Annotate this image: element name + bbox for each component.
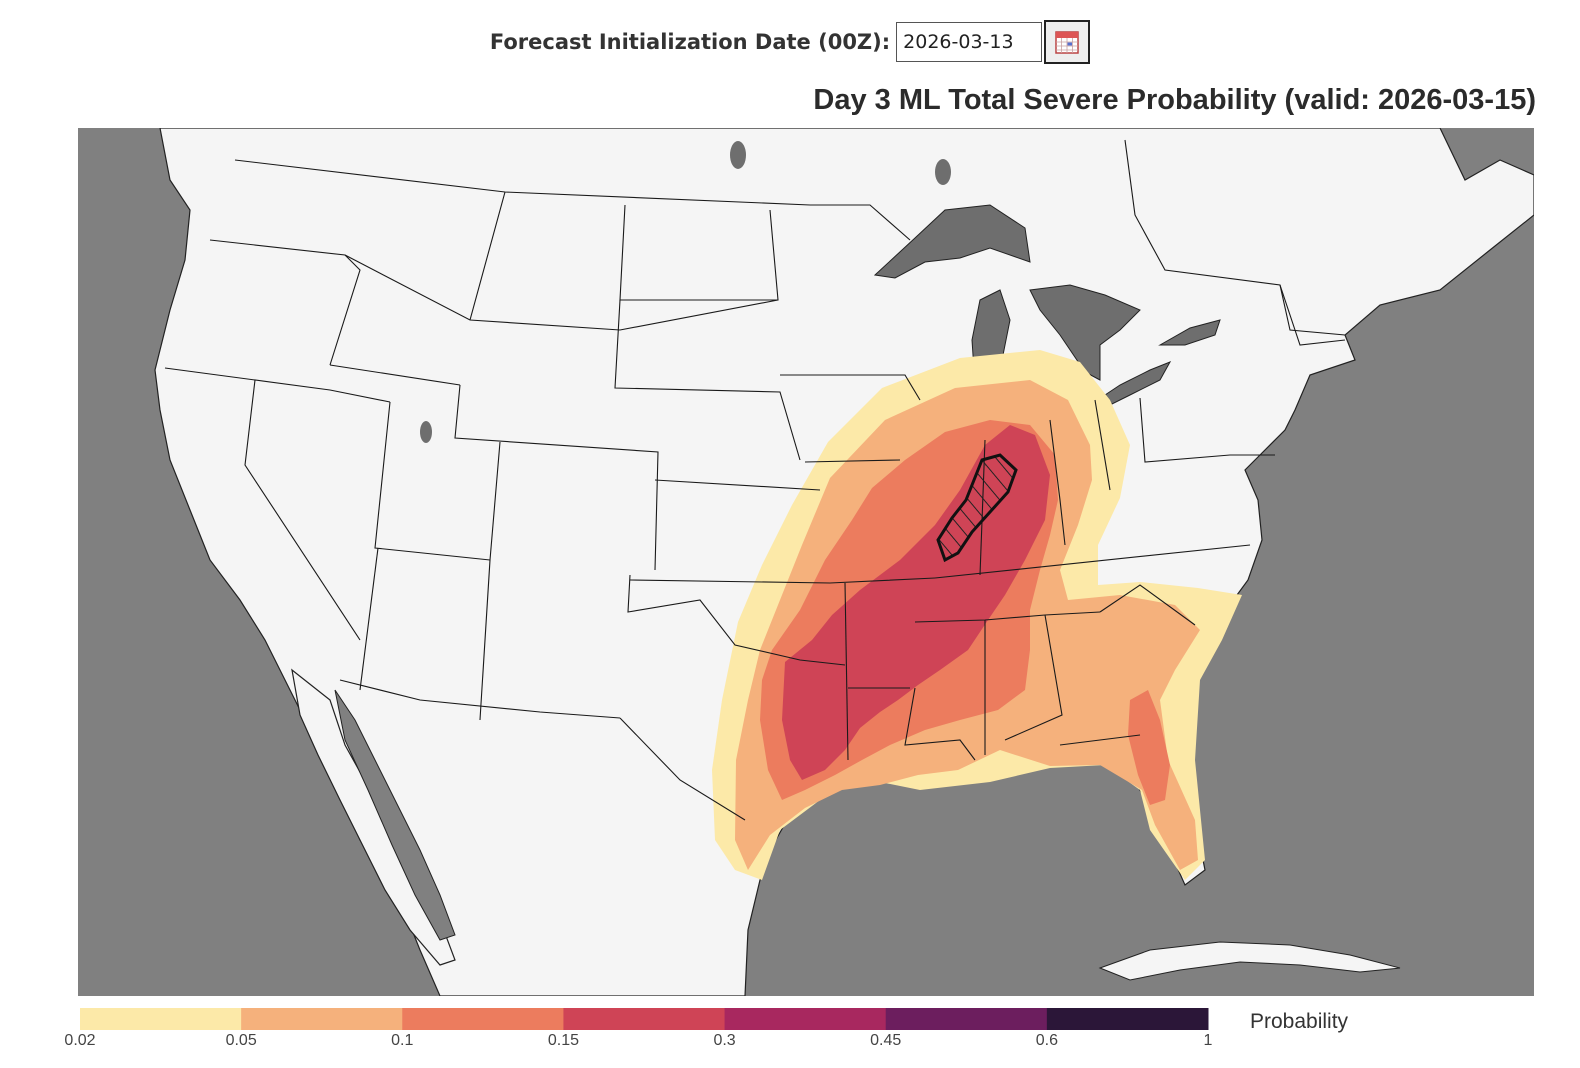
inland-lakes [420,141,951,443]
colorbar-tick-label: 0.3 [713,1032,736,1049]
forecast-date-input[interactable] [896,22,1043,62]
colorbar-segment [885,1008,1048,1030]
colorbar-tick-label: 0.1 [391,1032,414,1049]
calendar-icon [1055,31,1079,54]
gulf-of-california [334,689,456,941]
colorbar-tick-label: 0.45 [870,1032,902,1049]
map-title: Day 3 ML Total Severe Probability (valid… [813,84,1536,116]
colorbar-tick-label: 0.15 [547,1032,579,1049]
map-canvas [154,128,1534,996]
date-picker-bar: Forecast Initialization Date (00Z): [0,18,1580,66]
probability-contours [712,350,1242,880]
significant-hatch-area [936,453,1018,563]
colorbar-segment [1046,1008,1209,1030]
colorbar-segment [724,1008,887,1030]
colorbar-segment [241,1008,403,1030]
calendar-button[interactable] [1044,20,1091,64]
colorbar-segment [402,1008,564,1030]
colorbar-tick-label: 0.05 [225,1032,257,1049]
state-borders [164,139,1346,821]
legend-title: Probability [1250,1010,1349,1033]
colorbar-segment [563,1008,726,1030]
colorbar-tick-label: 0.02 [64,1032,96,1049]
cuba-island [1098,941,1401,981]
colorbar-tick-label: 0.6 [1035,1032,1058,1049]
forecast-map[interactable] [78,128,1534,996]
colorbar-segment [80,1008,242,1030]
colorbar-tick-label: 1 [1203,1032,1213,1049]
probability-colorbar [80,1008,1209,1030]
forecast-date-label: Forecast Initialization Date (00Z): [489,30,891,54]
